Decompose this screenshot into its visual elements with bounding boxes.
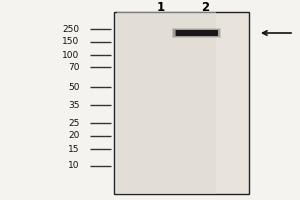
Bar [114, 12, 249, 194]
Text: 2: 2 [201, 1, 210, 14]
Text: 35: 35 [68, 100, 80, 110]
Text: 150: 150 [62, 38, 80, 46]
Bar [172, 28, 221, 38]
Text: 20: 20 [68, 132, 80, 140]
Text: 15: 15 [68, 144, 80, 154]
Text: 50: 50 [68, 83, 80, 92]
Bar [176, 30, 218, 36]
Bar [175, 30, 218, 36]
Bar [117, 12, 216, 194]
Text: 70: 70 [68, 62, 80, 72]
Text: 1: 1 [156, 1, 165, 14]
Text: 25: 25 [68, 118, 80, 128]
Bar [173, 29, 220, 37]
Text: 250: 250 [62, 24, 80, 33]
Text: 100: 100 [62, 50, 80, 60]
Text: 10: 10 [68, 162, 80, 170]
